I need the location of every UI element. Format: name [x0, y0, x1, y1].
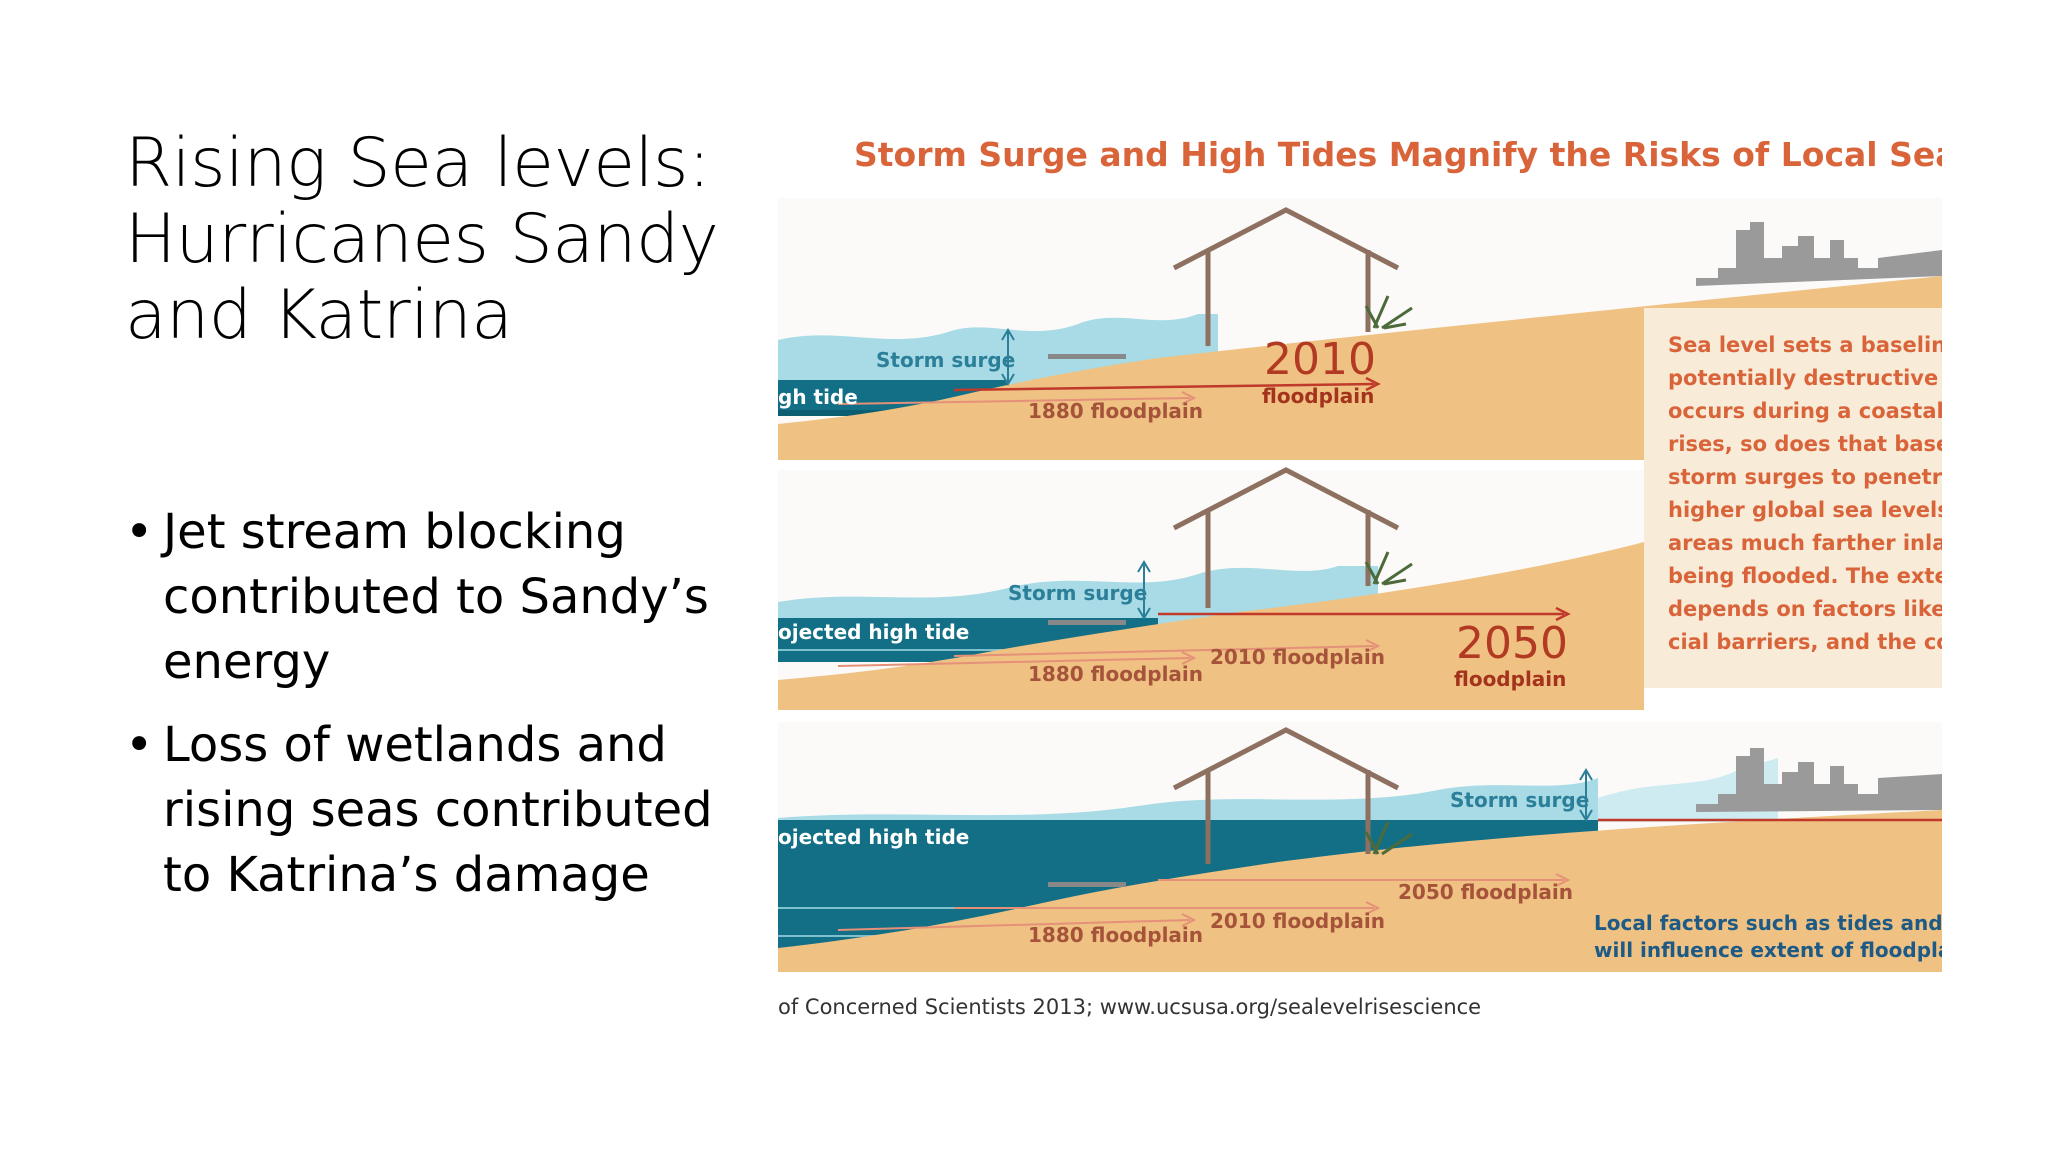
bullet-item: • Jet stream blocking contributed to San… — [125, 500, 745, 695]
floodplain-2050-label: 2050 floodplain — [1398, 880, 1573, 904]
bullet-list: • Jet stream blocking contributed to San… — [125, 500, 745, 926]
sea-level-infographic: Storm Surge and High Tides Magnify the R… — [778, 118, 1942, 1028]
bullet-dot: • — [125, 504, 154, 560]
info-box-line: areas much farther inlan — [1668, 531, 1942, 555]
panel-local-factors: Storm surge ojected high tide 1880 flood… — [778, 722, 1942, 972]
projected-high-tide-label: ojected high tide — [778, 825, 969, 849]
slide-title: Rising Sea levels: Hurricanes Sandy and … — [125, 124, 719, 355]
year-2050-label: 2050 — [1456, 618, 1568, 669]
floodplain-2010-label: 2010 floodplain — [1210, 909, 1385, 933]
panel-2050: Storm surge ojected high tide 1880 flood… — [778, 467, 1644, 710]
infographic-title: Storm Surge and High Tides Magnify the R… — [854, 135, 1942, 174]
info-box-line: storm surges to penetrat — [1668, 465, 1942, 489]
projected-high-tide-label: ojected high tide — [778, 620, 969, 644]
info-box-line: occurs during a coastal s — [1668, 399, 1942, 423]
high-tide-label: gh tide — [778, 385, 858, 409]
floodplain-1880-label: 1880 floodplain — [1028, 923, 1203, 947]
panel-2010: Storm surge gh tide 1880 floodplain 2010… — [778, 198, 1942, 688]
info-box-line: higher global sea levels — [1668, 498, 1942, 522]
storm-surge-label: Storm surge — [1008, 581, 1147, 605]
info-box-line: cial barriers, and the con — [1668, 630, 1942, 654]
local-factors-line: Local factors such as tides and coa — [1594, 911, 1942, 935]
floodplain-word-label: floodplain — [1262, 384, 1374, 408]
floodplain-2010-label: 2010 floodplain — [1210, 645, 1385, 669]
bullet-dot: • — [125, 717, 154, 773]
floodplain-1880-label: 1880 floodplain — [1028, 399, 1203, 423]
bullet-item: • Loss of wetlands and rising seas contr… — [125, 713, 745, 908]
info-box-line: depends on factors like t — [1668, 597, 1942, 621]
storm-surge-label: Storm surge — [876, 348, 1015, 372]
year-2010-label: 2010 — [1264, 334, 1376, 385]
info-box-line: potentially destructive ri — [1668, 366, 1942, 390]
info-box-line: rises, so does that baselin — [1668, 432, 1942, 456]
local-factors-line: will influence extent of floodplain. — [1594, 938, 1942, 962]
info-box: Sea level sets a baseline f potentially … — [1668, 333, 1942, 654]
figure-credit: of Concerned Scientists 2013; www.ucsusa… — [778, 995, 1481, 1019]
info-box-line: Sea level sets a baseline f — [1668, 333, 1942, 357]
info-box-line: being flooded. The exten — [1668, 564, 1942, 588]
floodplain-1880-label: 1880 floodplain — [1028, 662, 1203, 686]
bullet-text: Jet stream blocking contributed to Sandy… — [163, 504, 709, 690]
storm-surge-label: Storm surge — [1450, 788, 1589, 812]
floodplain-word-label: floodplain — [1454, 667, 1566, 691]
bullet-text: Loss of wetlands and rising seas contrib… — [163, 717, 713, 903]
